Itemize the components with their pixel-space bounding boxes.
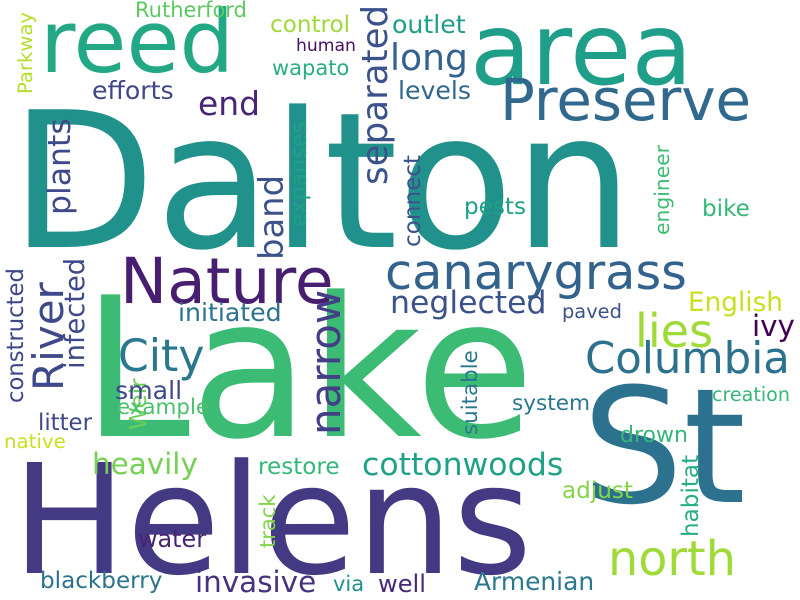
word-litter: litter bbox=[38, 410, 92, 436]
word-ivy: ivy bbox=[752, 309, 795, 343]
word-via: via bbox=[333, 572, 365, 596]
word-efforts: efforts bbox=[92, 76, 174, 105]
word-north: north bbox=[608, 532, 736, 587]
word-long: long bbox=[390, 37, 468, 79]
word-expanses: expanses bbox=[286, 122, 312, 227]
word-example: example bbox=[117, 395, 210, 420]
word-native: native bbox=[4, 430, 66, 453]
word-connect: connect bbox=[400, 154, 426, 247]
word-pests: pests bbox=[464, 194, 526, 220]
word-restore: restore bbox=[258, 454, 340, 480]
word-heavily: heavily bbox=[92, 447, 198, 481]
word-armenian: Armenian bbox=[474, 567, 595, 596]
word-city: City bbox=[118, 331, 205, 382]
word-helens: Helens bbox=[12, 432, 533, 600]
word-water: water bbox=[138, 525, 207, 553]
word-narrow: narrow bbox=[301, 290, 350, 436]
word-well: well bbox=[378, 570, 426, 598]
word-human: human bbox=[296, 36, 356, 56]
word-initiated: initiated bbox=[178, 298, 282, 327]
word-nature: Nature bbox=[120, 245, 334, 318]
word-canarygrass: canarygrass bbox=[385, 243, 687, 301]
word-dalton: Dalton bbox=[10, 72, 634, 292]
word-band: band bbox=[252, 174, 291, 260]
word-suitable: suitable bbox=[458, 350, 483, 435]
word-parkway: Parkway bbox=[14, 12, 37, 94]
word-small: small bbox=[115, 376, 183, 405]
word-blackberry: blackberry bbox=[40, 568, 163, 594]
word-system: system bbox=[512, 391, 591, 416]
word-outlet: outlet bbox=[392, 10, 466, 39]
word-neglected: neglected bbox=[390, 285, 547, 321]
word-end: end bbox=[198, 84, 260, 123]
word-lake: Lake bbox=[82, 256, 535, 482]
word-paved: paved bbox=[562, 300, 622, 323]
word-constructed: constructed bbox=[3, 268, 29, 403]
word-preserve: Preserve bbox=[500, 66, 752, 134]
word-bike: bike bbox=[702, 196, 750, 222]
word-habitat: habitat bbox=[678, 455, 704, 538]
word-creation: creation bbox=[712, 383, 790, 406]
word-english: English bbox=[688, 288, 783, 318]
word-infected: infected bbox=[60, 258, 91, 370]
word-rutherford: Rutherford bbox=[135, 0, 247, 22]
word-plants: plants bbox=[42, 118, 78, 215]
word-drown: drown bbox=[620, 423, 688, 448]
word-separated: separated bbox=[355, 5, 396, 186]
word-track: track bbox=[256, 495, 280, 549]
word-reed: reed bbox=[40, 0, 235, 93]
word-engineer: engineer bbox=[650, 145, 674, 235]
word-columbia: Columbia bbox=[585, 334, 790, 384]
word-cottonwoods: cottonwoods bbox=[362, 447, 564, 483]
word-levels: levels bbox=[398, 76, 472, 105]
word-lies: lies bbox=[635, 304, 714, 358]
word-adjust: adjust bbox=[562, 478, 633, 504]
word-invasive: invasive bbox=[195, 565, 317, 599]
word-wapato: wapato bbox=[272, 56, 350, 80]
word-area: area bbox=[470, 0, 693, 108]
word-control: control bbox=[270, 12, 351, 38]
word-st: St bbox=[582, 354, 746, 540]
